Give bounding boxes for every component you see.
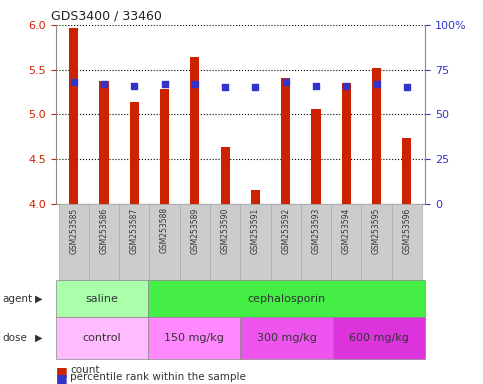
Point: [191, 81, 199, 87]
Bar: [372, 68, 381, 204]
Point: [373, 81, 381, 87]
Bar: [89, 204, 119, 280]
Bar: [241, 204, 270, 280]
Point: [282, 79, 290, 85]
Text: GSM253588: GSM253588: [160, 207, 169, 253]
Text: ▶: ▶: [35, 293, 43, 304]
Bar: [402, 138, 412, 204]
Bar: [251, 190, 260, 204]
Text: percentile rank within the sample: percentile rank within the sample: [70, 372, 246, 382]
Text: ▶: ▶: [35, 333, 43, 343]
Bar: [312, 109, 321, 204]
Text: saline: saline: [85, 293, 118, 304]
Text: GSM253595: GSM253595: [372, 207, 381, 254]
Text: dose: dose: [2, 333, 28, 343]
Text: GSM253593: GSM253593: [312, 207, 321, 254]
Bar: [148, 317, 241, 359]
Bar: [56, 317, 148, 359]
Text: ■: ■: [56, 365, 67, 378]
Point: [130, 83, 138, 89]
Bar: [221, 147, 230, 204]
Point: [312, 83, 320, 89]
Bar: [342, 83, 351, 204]
Bar: [270, 204, 301, 280]
Text: GSM253590: GSM253590: [221, 207, 229, 254]
Text: GSM253596: GSM253596: [402, 207, 412, 254]
Bar: [190, 57, 199, 204]
Point: [161, 81, 169, 87]
Bar: [241, 317, 333, 359]
Text: ■: ■: [56, 372, 67, 384]
Bar: [301, 204, 331, 280]
Point: [252, 84, 259, 91]
Text: GSM253591: GSM253591: [251, 207, 260, 253]
Text: GSM253589: GSM253589: [190, 207, 199, 253]
Bar: [99, 81, 109, 204]
Bar: [331, 204, 361, 280]
Text: count: count: [70, 365, 99, 375]
Point: [342, 83, 350, 89]
Bar: [281, 78, 290, 204]
Bar: [333, 317, 425, 359]
Point: [403, 84, 411, 91]
Text: GDS3400 / 33460: GDS3400 / 33460: [51, 10, 162, 23]
Bar: [392, 204, 422, 280]
Point: [100, 81, 108, 87]
Text: GSM253592: GSM253592: [281, 207, 290, 253]
Text: control: control: [83, 333, 121, 343]
Point: [70, 79, 78, 85]
Bar: [180, 204, 210, 280]
Bar: [130, 102, 139, 204]
Bar: [58, 204, 89, 280]
Text: cephalosporin: cephalosporin: [247, 293, 326, 304]
Point: [221, 84, 229, 91]
Text: GSM253587: GSM253587: [130, 207, 139, 253]
Bar: [56, 280, 148, 317]
Text: 300 mg/kg: 300 mg/kg: [256, 333, 316, 343]
Bar: [160, 89, 169, 204]
Text: GSM253594: GSM253594: [342, 207, 351, 254]
Bar: [210, 204, 241, 280]
Text: 150 mg/kg: 150 mg/kg: [164, 333, 224, 343]
Bar: [361, 204, 392, 280]
Bar: [119, 204, 149, 280]
Text: 600 mg/kg: 600 mg/kg: [349, 333, 409, 343]
Text: agent: agent: [2, 293, 32, 304]
Bar: [149, 204, 180, 280]
Bar: [148, 280, 425, 317]
Text: GSM253586: GSM253586: [99, 207, 109, 253]
Text: GSM253585: GSM253585: [69, 207, 78, 253]
Bar: [69, 28, 78, 204]
